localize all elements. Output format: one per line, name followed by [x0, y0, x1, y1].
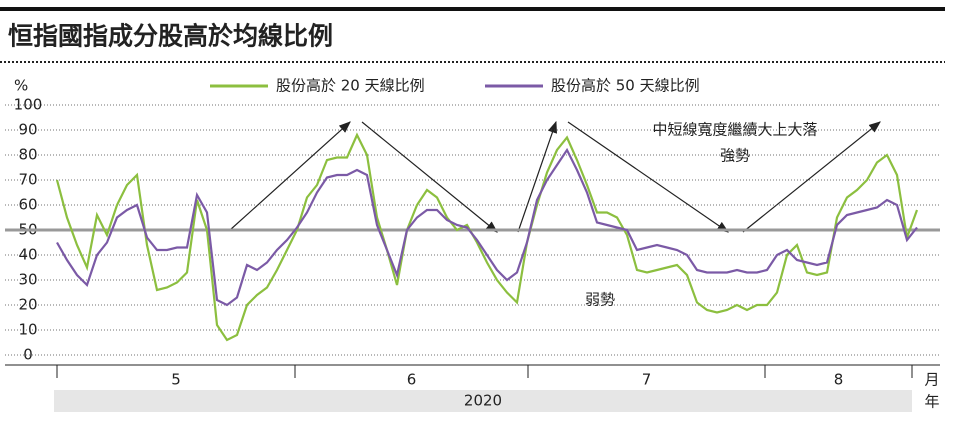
y-tick-label: 0 — [23, 346, 33, 364]
month-label: 5 — [171, 371, 181, 389]
month-unit: 月 — [924, 371, 939, 389]
y-tick-label: 90 — [18, 121, 37, 139]
month-label: 7 — [642, 371, 652, 389]
y-tick-label: 100 — [14, 96, 43, 114]
annotation: 強勢 — [720, 147, 750, 165]
y-tick-label: 60 — [18, 196, 37, 214]
chart-title: 恒指國指成分股高於均線比例 — [8, 22, 333, 51]
year-band — [54, 390, 912, 412]
legend-label: 股份高於 20 天線比例 — [276, 77, 425, 95]
y-tick-label: 30 — [18, 271, 37, 289]
y-tick-label: 20 — [18, 296, 37, 314]
y-tick-label: 70 — [18, 171, 37, 189]
annotation: 弱勢 — [585, 291, 615, 309]
series-line — [56, 147, 918, 307]
y-tick-label: 40 — [18, 246, 37, 264]
legend-label: 股份高於 50 天線比例 — [551, 77, 700, 95]
y-unit: % — [14, 77, 28, 95]
year-label: 2020 — [464, 392, 502, 410]
y-tick-label: 10 — [18, 321, 37, 339]
top-rule — [0, 7, 945, 11]
series-line — [55, 132, 919, 342]
year-unit: 年 — [924, 393, 939, 411]
annotation: 中短線寬度繼續大上大落 — [652, 121, 817, 139]
y-tick-label: 80 — [18, 146, 37, 164]
arrows — [229, 120, 881, 233]
month-label: 8 — [834, 371, 844, 389]
month-label: 6 — [407, 371, 417, 389]
